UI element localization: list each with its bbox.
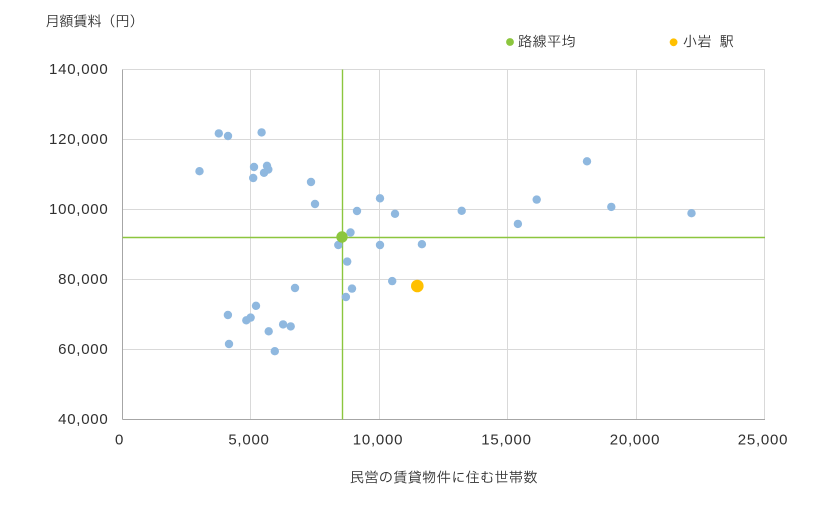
svg-text:120,000: 120,000 — [49, 131, 108, 148]
svg-text:25,000: 25,000 — [738, 431, 788, 448]
svg-text:60,000: 60,000 — [58, 341, 108, 358]
svg-text:5,000: 5,000 — [228, 431, 269, 448]
svg-text:10,000: 10,000 — [353, 431, 403, 448]
svg-text:0: 0 — [115, 431, 124, 448]
svg-text:20,000: 20,000 — [610, 431, 660, 448]
svg-text:80,000: 80,000 — [58, 271, 108, 288]
svg-text:40,000: 40,000 — [58, 411, 108, 428]
svg-text:140,000: 140,000 — [49, 61, 108, 78]
svg-text:100,000: 100,000 — [49, 201, 108, 218]
svg-text:15,000: 15,000 — [481, 431, 531, 448]
